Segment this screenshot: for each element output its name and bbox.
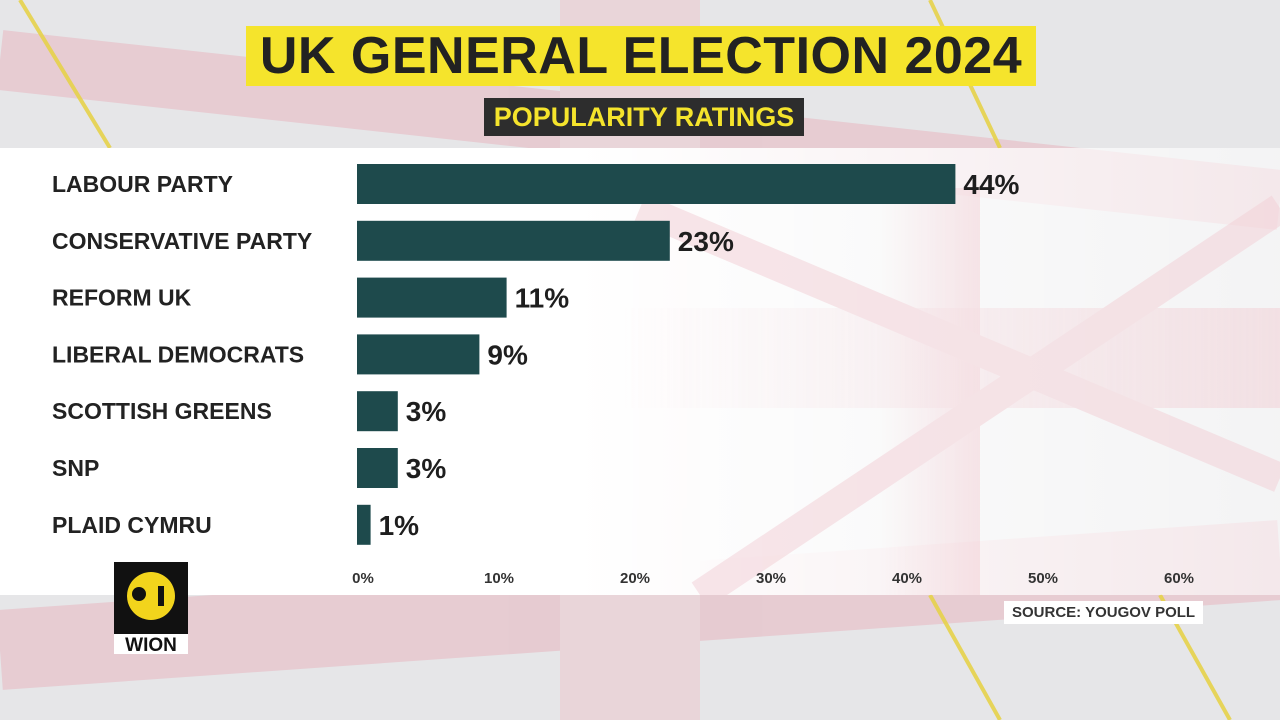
bar: [357, 164, 956, 204]
wion-logo-icon: [127, 572, 175, 620]
x-tick-label: 40%: [892, 570, 922, 587]
x-tick-label: 0%: [352, 570, 374, 587]
x-tick-label: 30%: [756, 570, 786, 587]
category-label: LIBERAL DEMOCRATS: [52, 341, 304, 367]
category-label: LABOUR PARTY: [52, 171, 233, 197]
wion-logo: WION: [114, 562, 188, 654]
value-label: 44%: [963, 169, 1019, 200]
flag-watermark: [620, 188, 1280, 595]
value-label: 1%: [379, 510, 420, 541]
value-label: 3%: [406, 453, 447, 484]
x-tick-label: 10%: [484, 570, 514, 587]
source-label: SOURCE: YOUGOV POLL: [1004, 601, 1204, 624]
x-tick-label: 50%: [1028, 570, 1058, 587]
bar: [357, 220, 670, 261]
bar: [357, 391, 398, 432]
value-label: 3%: [406, 396, 447, 427]
bar: [357, 277, 507, 318]
x-tick-label: 20%: [620, 570, 650, 587]
category-label: PLAID CYMRU: [52, 512, 212, 538]
bar-chart: LABOUR PARTY 44% CONSERVATIVE PARTY 23% REFO…: [52, 164, 1280, 595]
value-label: 23%: [678, 226, 734, 257]
value-label: 11%: [515, 283, 570, 314]
page-title: UK GENERAL ELECTION 2024: [245, 26, 1037, 86]
x-tick-label: 60%: [1164, 570, 1194, 587]
wion-logo-text: WION: [125, 635, 177, 654]
category-label: REFORM UK: [52, 285, 192, 311]
bar: [357, 334, 480, 375]
bar: [357, 504, 371, 545]
value-label: 9%: [487, 339, 528, 370]
category-label: CONSERVATIVE PARTY: [52, 228, 312, 254]
category-label: SNP: [52, 455, 99, 481]
page-subtitle: POPULARITY RATINGS: [483, 98, 805, 136]
category-label: SCOTTISH GREENS: [52, 398, 272, 424]
bar: [357, 448, 398, 488]
